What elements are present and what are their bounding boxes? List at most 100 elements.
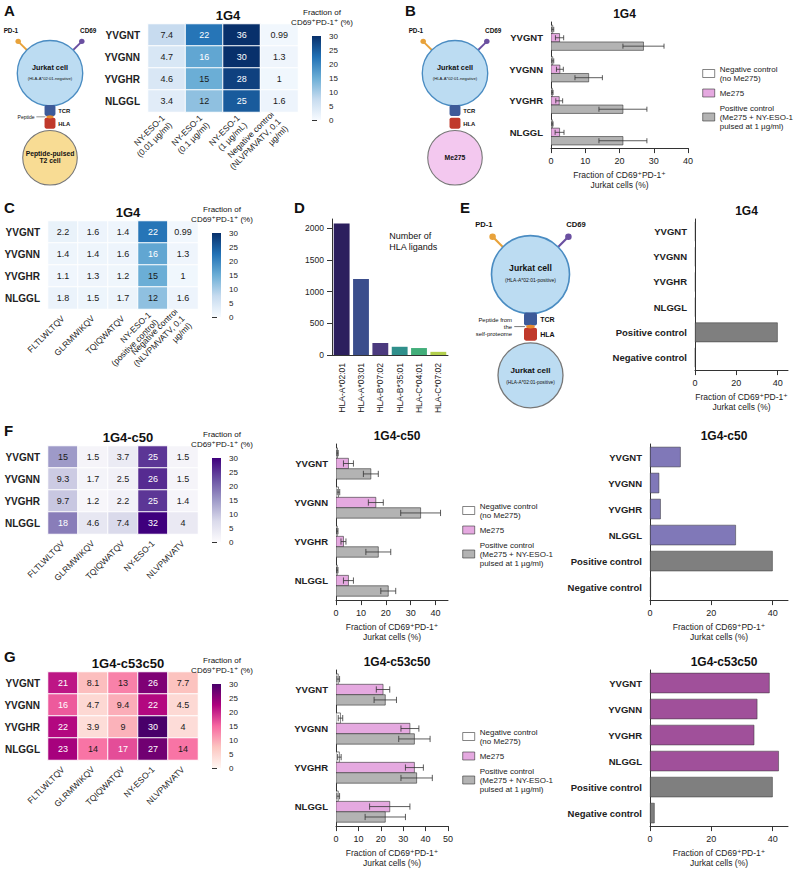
svg-text:15: 15 (229, 496, 238, 505)
svg-text:TCR: TCR (463, 108, 476, 114)
svg-text:Me275: Me275 (480, 752, 505, 761)
svg-text:1G4: 1G4 (216, 8, 241, 23)
svg-text:1.2: 1.2 (87, 496, 100, 506)
svg-text:CD69: CD69 (566, 220, 585, 229)
svg-text:25: 25 (148, 496, 158, 506)
svg-text:30: 30 (148, 722, 158, 732)
svg-text:(Me275 + NY-ESO-1: (Me275 + NY-ESO-1 (480, 776, 554, 785)
svg-text:(HLA-A*02:01-positive): (HLA-A*02:01-positive) (506, 380, 555, 385)
svg-text:2000: 2000 (305, 223, 324, 233)
svg-text:PD-1: PD-1 (4, 27, 19, 34)
svg-text:Jurkat cells (%): Jurkat cells (%) (363, 858, 421, 868)
svg-text:10: 10 (353, 834, 363, 844)
svg-text:YVGNT: YVGNT (295, 458, 328, 469)
svg-text:YVGHR: YVGHR (608, 730, 642, 741)
svg-text:30: 30 (237, 52, 247, 62)
svg-text:3.7: 3.7 (117, 452, 130, 462)
svg-text:YVGNN: YVGNN (4, 249, 40, 260)
svg-text:9: 9 (120, 722, 125, 732)
svg-text:1G4-c50: 1G4-c50 (103, 430, 154, 445)
svg-text:HLA: HLA (58, 121, 71, 127)
svg-text:50: 50 (443, 834, 453, 844)
svg-text:2.5: 2.5 (117, 474, 130, 484)
svg-text:10: 10 (580, 156, 590, 166)
svg-text:YVGNN: YVGNN (653, 251, 687, 262)
svg-text:CD69: CD69 (485, 27, 502, 34)
svg-text:YVGNT: YVGNT (510, 32, 543, 43)
svg-text:YVGNT: YVGNT (295, 684, 328, 695)
svg-text:(0.1 µg/ml): (0.1 µg/ml) (175, 120, 211, 156)
svg-text:Jurkat cell: Jurkat cell (32, 63, 68, 72)
svg-text:0: 0 (229, 313, 234, 322)
svg-text:0.99: 0.99 (270, 30, 288, 40)
svg-text:1.6: 1.6 (273, 96, 286, 106)
svg-text:NLGGL: NLGGL (5, 293, 40, 304)
svg-text:YVGNN: YVGNN (608, 478, 642, 489)
svg-text:1500: 1500 (305, 255, 324, 265)
svg-text:20: 20 (229, 257, 238, 266)
svg-text:pulsed at 1 µg/ml): pulsed at 1 µg/ml) (480, 559, 544, 568)
svg-text:20: 20 (376, 834, 386, 844)
svg-text:0: 0 (692, 378, 697, 388)
svg-text:Peptide fromtheself-proteome: Peptide fromtheself-proteome (476, 317, 513, 337)
svg-text:YVGNN: YVGNN (608, 704, 642, 715)
svg-text:40: 40 (773, 378, 783, 388)
svg-text:20: 20 (381, 608, 391, 618)
svg-text:22: 22 (199, 30, 209, 40)
svg-text:0: 0 (229, 538, 234, 547)
svg-text:YVGNT: YVGNT (654, 226, 687, 237)
svg-text:25: 25 (229, 694, 238, 703)
svg-text:NLGGL: NLGGL (295, 575, 328, 586)
svg-text:12: 12 (148, 293, 158, 303)
svg-text:0.99: 0.99 (174, 227, 192, 237)
svg-text:HLA-C*04:01: HLA-C*04:01 (414, 363, 424, 413)
svg-text:YVGNT: YVGNT (609, 452, 642, 463)
svg-text:HLA-B*07:02: HLA-B*07:02 (375, 363, 385, 413)
svg-text:Me275: Me275 (720, 89, 745, 98)
svg-text:NLGGL: NLGGL (295, 801, 328, 812)
svg-text:0: 0 (319, 350, 324, 360)
svg-text:YVGHR: YVGHR (653, 276, 687, 287)
svg-text:25: 25 (237, 96, 247, 106)
svg-text:16: 16 (58, 700, 68, 710)
svg-text:Jurkat cells (%): Jurkat cells (%) (690, 632, 748, 642)
svg-text:CD69⁺PD-1⁺ (%): CD69⁺PD-1⁺ (%) (191, 215, 253, 224)
svg-text:µg/ml): µg/ml) (170, 320, 194, 344)
svg-text:1G4-c53c50: 1G4-c53c50 (364, 655, 431, 669)
svg-text:30: 30 (229, 454, 238, 463)
svg-text:PD-1: PD-1 (409, 27, 424, 34)
svg-text:YVGHR: YVGHR (294, 536, 328, 547)
svg-text:(HLA-A*02:01-negative): (HLA-A*02:01-negative) (28, 76, 73, 81)
svg-text:YVGNN: YVGNN (104, 52, 140, 63)
svg-text:1G4-c50: 1G4-c50 (374, 429, 421, 443)
svg-text:40: 40 (421, 834, 431, 844)
svg-text:1.5: 1.5 (87, 293, 100, 303)
svg-text:1G4: 1G4 (613, 7, 636, 21)
svg-text:21: 21 (58, 678, 68, 688)
svg-text:20: 20 (229, 708, 238, 717)
svg-text:1.4: 1.4 (177, 496, 190, 506)
svg-text:YVGHR: YVGHR (608, 504, 642, 515)
svg-text:36: 36 (237, 30, 247, 40)
svg-text:NLGGL: NLGGL (609, 530, 642, 541)
svg-text:7.4: 7.4 (160, 30, 173, 40)
svg-text:30: 30 (406, 608, 416, 618)
svg-text:1: 1 (277, 74, 282, 84)
svg-text:HLA-A*03:01: HLA-A*03:01 (356, 363, 366, 413)
svg-text:Jurkat cells (%): Jurkat cells (%) (690, 858, 748, 868)
svg-text:CD69⁺PD-1⁺ (%): CD69⁺PD-1⁺ (%) (291, 18, 353, 27)
svg-text:YVGNN: YVGNN (294, 723, 328, 734)
svg-text:Negative control: Negative control (568, 808, 642, 819)
svg-text:HLA-C*07:02: HLA-C*07:02 (433, 363, 443, 413)
svg-text:Fraction of CD69⁺PD-1⁺: Fraction of CD69⁺PD-1⁺ (673, 848, 766, 858)
svg-text:14: 14 (88, 744, 98, 754)
svg-text:1.7: 1.7 (117, 293, 130, 303)
svg-text:YVGNN: YVGNN (294, 497, 328, 508)
svg-text:23: 23 (58, 744, 68, 754)
svg-text:TQIQWATQV: TQIQWATQV (83, 764, 126, 807)
svg-text:25: 25 (329, 46, 338, 55)
svg-text:Negative control: Negative control (568, 582, 642, 593)
svg-text:25: 25 (229, 243, 238, 252)
svg-text:1.6: 1.6 (87, 227, 100, 237)
svg-text:7.7: 7.7 (177, 678, 190, 688)
